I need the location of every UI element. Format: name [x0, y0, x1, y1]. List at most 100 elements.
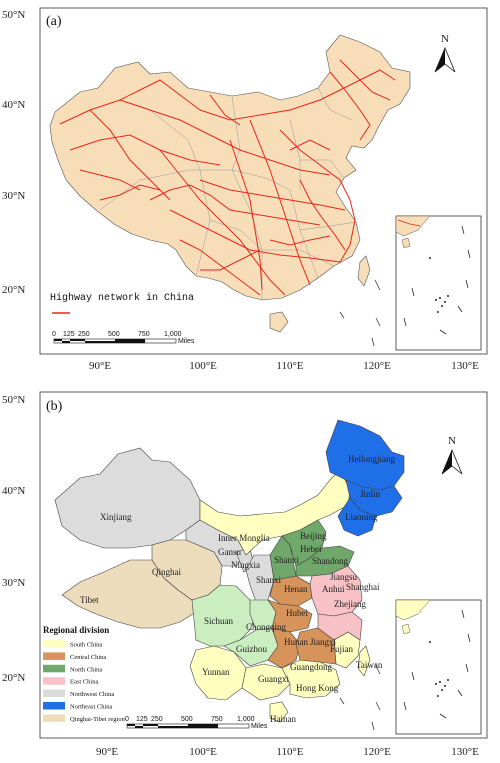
legend-swatch-4 — [43, 689, 65, 698]
label-jiangxi: Jiangxi — [310, 637, 336, 647]
region-guangxi — [241, 663, 291, 701]
svg-text:20°N: 20°N — [2, 284, 25, 296]
svg-text:50°N: 50°N — [2, 9, 25, 21]
svg-text:120°E: 120°E — [363, 360, 391, 372]
legend-swatch-2 — [43, 664, 65, 673]
svg-text:500: 500 — [108, 331, 120, 338]
region-taiwan — [357, 645, 371, 677]
svg-text:500: 500 — [181, 716, 193, 723]
svg-text:50°N: 50°N — [2, 394, 25, 406]
label-hubei: Hubei — [286, 608, 308, 618]
legend-title: Regional division — [43, 625, 109, 635]
svg-text:100°E: 100°E — [189, 360, 217, 372]
legend-label-5: Northeast China — [70, 704, 113, 711]
svg-text:N: N — [441, 33, 449, 45]
panel-b-label: (b) — [46, 399, 63, 414]
panel-a-lat-ticks: 50°N 40°N 30°N 20°N — [2, 9, 25, 296]
legend-label-6: Qinghai-Tibet region — [70, 716, 126, 723]
legend-swatch-0 — [43, 640, 65, 648]
svg-text:125: 125 — [136, 716, 148, 723]
svg-text:20°N: 20°N — [2, 672, 25, 684]
svg-text:125: 125 — [63, 331, 75, 338]
svg-text:120°E: 120°E — [363, 746, 391, 758]
label-guangxi: Guangxi — [258, 674, 289, 684]
label-fujian: Fujian — [330, 644, 354, 654]
svg-text:110°E: 110°E — [276, 360, 303, 372]
svg-text:250: 250 — [151, 716, 163, 723]
label-zhejiang: Zhejiang — [334, 599, 366, 609]
label-anhui: Anhui — [322, 584, 345, 594]
label-guizhou: Guizhou — [236, 644, 267, 654]
north-arrow-a: N — [434, 33, 456, 73]
svg-text:1,000: 1,000 — [164, 331, 182, 338]
region-sichuan — [191, 584, 257, 647]
province-labels: Xinjiang Tibet Qinghai Gansu Inner Mongl… — [80, 454, 395, 724]
north-arrow-b: N — [441, 435, 463, 475]
sea-islands-b — [339, 663, 381, 731]
label-shanghai: Shanghai — [346, 582, 380, 592]
region-liaoning — [337, 497, 377, 537]
legend-label-2: North China — [70, 666, 102, 673]
highway-legend-label: Highway network in China — [50, 292, 194, 304]
label-xinjiang: Xinjiang — [100, 512, 132, 522]
svg-text:750: 750 — [138, 331, 150, 338]
label-hebei: Hebei — [300, 544, 322, 554]
province-borders — [99, 87, 357, 300]
svg-text:N: N — [448, 435, 456, 447]
hainan-island — [269, 311, 289, 333]
label-shandong: Shandong — [312, 556, 349, 566]
highway-network — [59, 59, 396, 296]
label-hainan: Hainan — [270, 714, 296, 724]
svg-text:130°E: 130°E — [451, 360, 479, 372]
svg-text:0: 0 — [125, 716, 129, 723]
svg-text:0: 0 — [52, 331, 56, 338]
region-hainan — [269, 701, 289, 723]
china-landmass — [49, 34, 411, 301]
panel-b: (b) — [2, 391, 488, 758]
label-sichuan: Sichuan — [204, 616, 233, 626]
label-jilin: Jinlin — [360, 489, 381, 499]
svg-text:90°E: 90°E — [96, 746, 118, 758]
label-henan: Henan — [284, 584, 308, 594]
legend-swatch-5 — [43, 702, 65, 710]
svg-text:250: 250 — [78, 331, 90, 338]
legend-label-0: South China — [70, 642, 102, 649]
svg-text:40°N: 40°N — [2, 485, 25, 497]
svg-text:750: 750 — [211, 716, 223, 723]
legend-swatch-6 — [43, 714, 65, 722]
label-shanxi: Shanxi — [274, 555, 300, 565]
svg-text:90°E: 90°E — [89, 360, 111, 372]
label-hongkong: Hong Kong — [296, 683, 339, 693]
label-shaanxi: Shanxi — [256, 575, 282, 585]
region-zhejiang — [317, 611, 363, 641]
region-hubei — [267, 599, 313, 633]
region-henan — [269, 575, 313, 607]
region-hunan — [267, 627, 301, 669]
label-chongqing: Chongqing — [246, 622, 287, 632]
label-yunnan: Yunnan — [202, 667, 230, 677]
south-china-sea-inset-b — [395, 599, 482, 735]
legend-swatch-1 — [43, 652, 65, 660]
panel-b-lon-ticks: 90°E 100°E 110°E 120°E 130°E — [96, 746, 479, 758]
svg-text:130°E: 130°E — [451, 746, 479, 758]
legend-label-4: Northwest China — [70, 691, 114, 698]
regional-legend: Regional division South China Central Chi… — [43, 625, 126, 723]
label-inner-mongolia: Inner Monglia — [218, 533, 270, 543]
scale-bar-a: 0 125 250 500 750 1,000 Miles — [52, 331, 195, 345]
panel-a-label: (a) — [46, 14, 62, 29]
svg-text:30°N: 30°N — [2, 577, 25, 589]
legend-swatch-3 — [43, 677, 65, 685]
label-guangdong: Guangdong — [290, 662, 332, 672]
label-liaoning: Liaoning — [345, 512, 378, 522]
svg-text:40°N: 40°N — [2, 99, 25, 111]
taiwan-island — [357, 255, 371, 287]
panel-a-lon-ticks: 90°E 100°E 110°E 120°E 130°E — [89, 360, 479, 372]
svg-text:Miles: Miles — [178, 338, 195, 345]
label-tibet: Tibet — [80, 595, 99, 605]
label-taiwan: Taiwan — [356, 660, 383, 670]
scale-bar-b: 0 125 250 500 750 1,000 Miles — [125, 716, 268, 730]
highway-legend: Highway network in China — [50, 292, 194, 314]
label-jiangsu: Jiangsu — [330, 572, 358, 582]
label-gansu: Gansu — [218, 547, 241, 557]
